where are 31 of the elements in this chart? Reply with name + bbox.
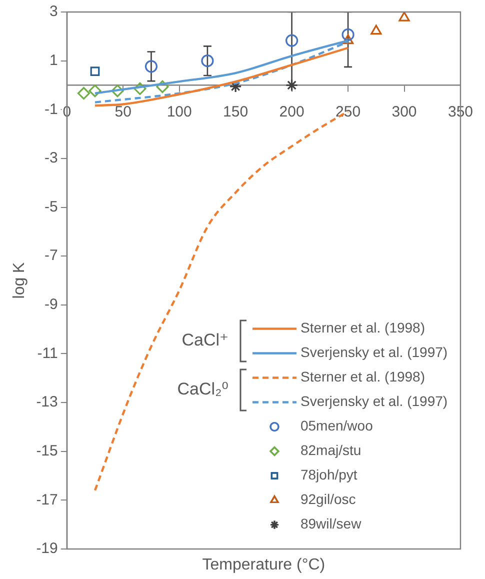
legend-label: 78joh/pyt	[300, 466, 358, 483]
y-tick-label: -7	[44, 247, 58, 264]
x-tick-label: 150	[223, 103, 248, 120]
legend-label: Sverjensky et al. (1997)	[300, 344, 448, 360]
y-tick-label: 3	[50, 3, 58, 20]
y-tick-label: -5	[44, 198, 58, 216]
legend-label: Sterner et al. (1998)	[300, 320, 425, 336]
legend-label: 05men/woo	[300, 418, 374, 434]
x-tick-label: 300	[392, 103, 417, 120]
y-tick-label: -9	[44, 296, 58, 314]
annotation: CaCl⁺	[182, 330, 228, 350]
y-tick-label: -13	[36, 394, 58, 411]
legend-label: 82maj/stu	[300, 442, 362, 458]
y-tick-label: -19	[36, 540, 58, 558]
x-tick-label: 250	[336, 103, 361, 120]
x-tick-label: 200	[279, 103, 304, 120]
x-axis-title: Temperature (°C)	[202, 556, 326, 574]
legend-label: Sverjensky et al. (1997)	[300, 393, 448, 410]
x-tick-label: 100	[166, 103, 192, 120]
y-tick-label: 1	[50, 52, 58, 69]
y-tick-label: -1	[44, 100, 58, 118]
x-tick-label: 50	[114, 103, 132, 120]
annotation: CaCl₂⁰	[177, 380, 229, 399]
legend-label: Sterner et al. (1998)	[300, 368, 425, 385]
y-axis-title: log K	[11, 262, 28, 299]
legend-label: 92gil/osc	[300, 491, 356, 508]
y-tick-label: -15	[36, 442, 58, 460]
y-tick-label: -17	[36, 491, 58, 508]
y-tick-label: -11	[37, 344, 58, 362]
y-tick-label: -3	[44, 150, 58, 167]
legend-label: 89wil/sew	[300, 516, 362, 532]
